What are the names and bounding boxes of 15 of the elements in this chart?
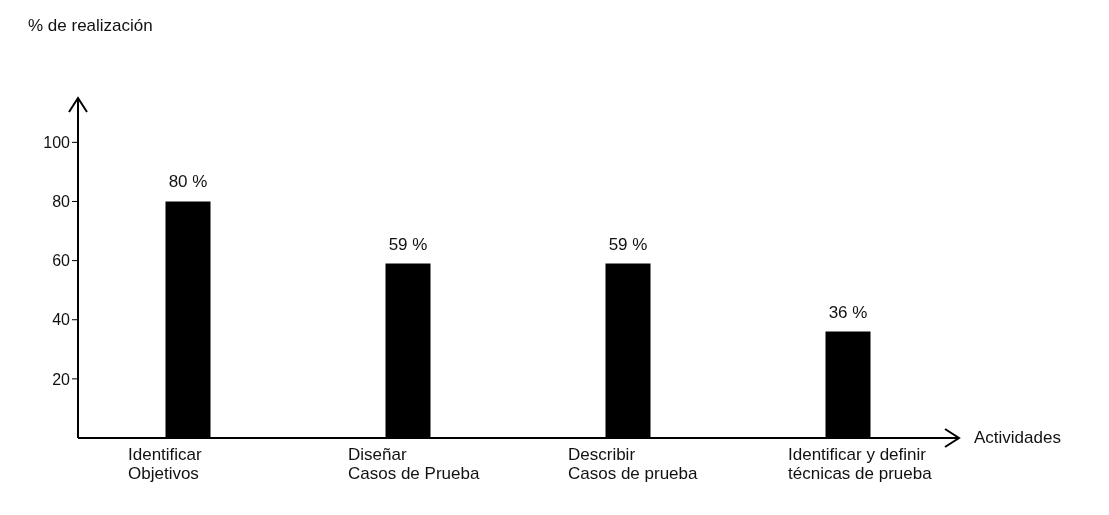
data-label: 59 % (388, 234, 428, 254)
y-tick-label: 100 (43, 134, 71, 152)
x-tick-label: Diseñar Casos de Prueba (348, 445, 480, 483)
x-tick-label: Identificar Objetivos (128, 445, 203, 483)
x-axis-title: Actividades (974, 428, 1061, 448)
y-axis-title: % de realización (28, 16, 153, 36)
x-tick-label: Describir Casos de prueba (568, 445, 699, 483)
y-tick-label: 20 (52, 370, 71, 388)
data-label: 80 % (168, 172, 208, 192)
data-label: 59 % (608, 234, 648, 254)
data-label: 36 % (828, 302, 868, 322)
y-tick-label: 80 (52, 193, 71, 211)
y-tick-label: 40 (52, 311, 71, 329)
x-tick-label: Identificar y definir técnicas de prueba (788, 445, 933, 483)
y-tick-label: 60 (52, 252, 71, 270)
